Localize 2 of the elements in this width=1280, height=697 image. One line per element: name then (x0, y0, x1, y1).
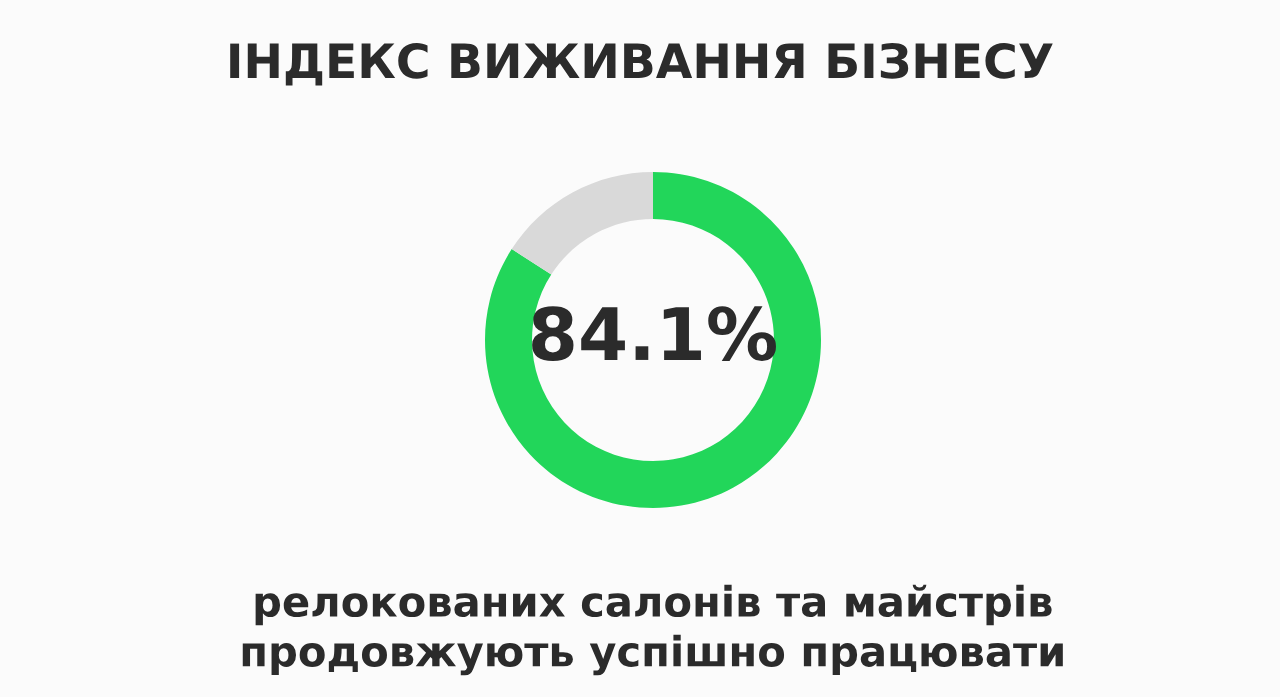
chart-title: ІНДЕКС ВИЖИВАННЯ БІЗНЕСУ (230, 42, 1053, 86)
text: релокованих салонів та майстрів продовжують успішно працювати (242, 584, 1063, 676)
